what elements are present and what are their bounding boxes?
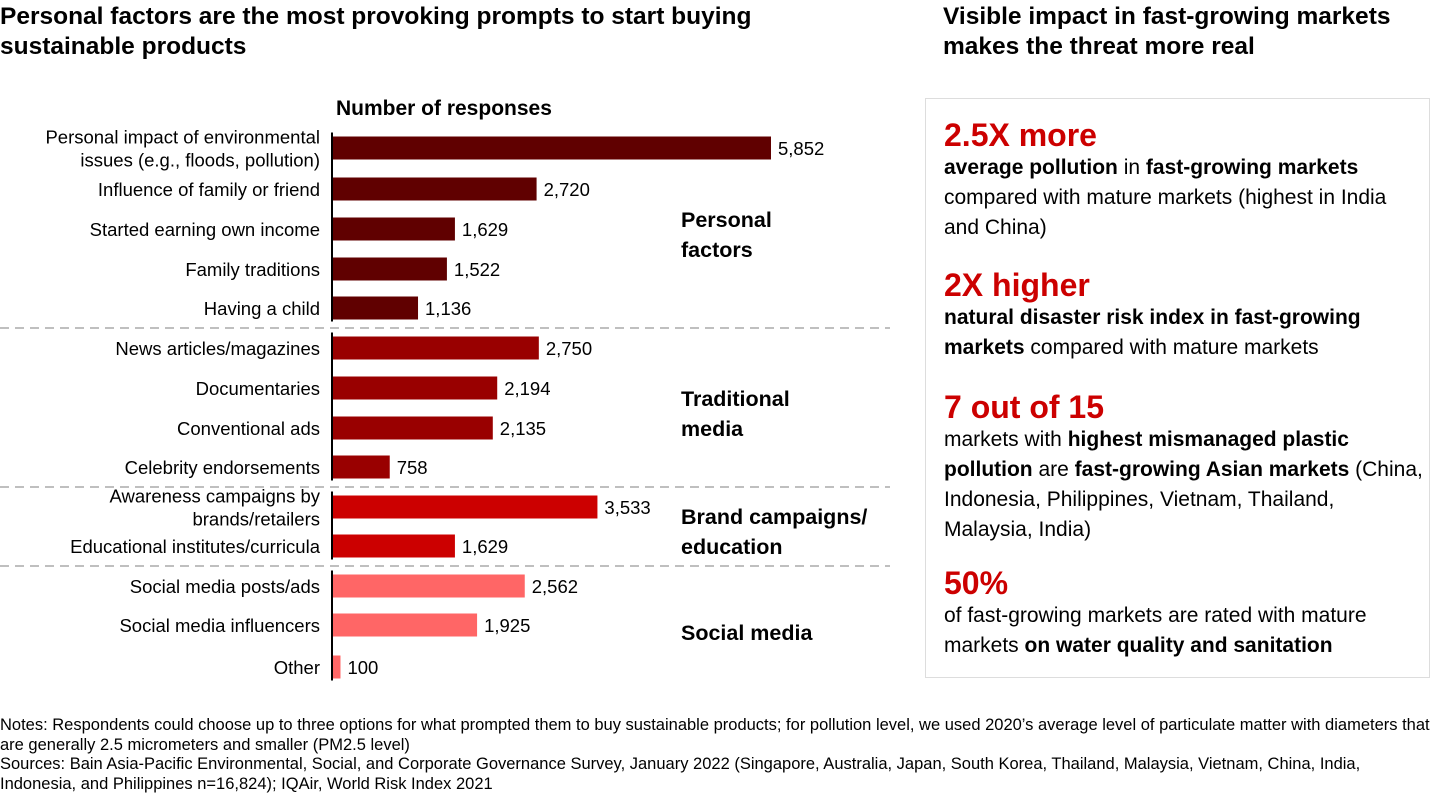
stat-description: markets with highest mismanaged plastic … [944,425,1424,545]
emphasis-text: highest mismanaged plastic pollution [944,428,1349,481]
stat-headline: 7 out of 15 [944,389,1105,425]
sources-text: Sources: Bain Asia-Pacific Environmental… [0,755,1361,793]
stats-panel: 2.5X more average pollution in fast-growi… [925,98,1430,678]
data-label: 2,562 [532,576,578,597]
category-label: Having a child [204,298,320,319]
data-label: 5,852 [778,138,824,159]
emphasis-text: natural disaster risk index in fast-grow… [944,306,1361,359]
category-label: Social media influencers [119,615,320,636]
bar [333,416,493,440]
group-label: factors [681,238,753,262]
bar [333,613,478,637]
bar [333,574,525,598]
bar [333,136,771,160]
group-label: education [681,535,783,559]
stat-headline: 50% [944,565,1009,601]
data-label: 1,522 [454,259,500,280]
stat-block: 7 out of 15 markets with highest mismanag… [944,389,1424,545]
text: in [1117,156,1146,179]
bar [333,296,419,320]
bar [333,534,455,558]
data-label: 1,136 [425,298,471,319]
stat-description: of fast-growing markets are rated with m… [944,601,1424,661]
data-label: 1,629 [462,536,508,557]
category-label: issues (e.g., floods, pollution) [80,150,320,171]
stat-block: 50% of fast-growing markets are rated wit… [944,565,1424,661]
category-label: Social media posts/ads [130,576,320,597]
category-label: Other [274,657,320,678]
left-title: Personal factors are the most provoking … [0,3,752,60]
data-label: 2,720 [544,179,590,200]
text: markets with [944,428,1068,451]
bar-chart: 5,852 Personal impact of environmentaliss… [0,127,890,681]
group-label: Brand campaigns/ [681,505,867,529]
group-label: Social media [681,621,813,645]
stat-block: 2.5X more average pollution in fast-growi… [944,117,1424,243]
bar [333,455,390,479]
text: of fast-growing markets are rated with m… [944,604,1367,657]
category-label: Documentaries [196,378,320,399]
bar [333,495,598,519]
category-label: Started earning own income [90,219,320,240]
category-label: brands/retailers [192,509,320,530]
notes-text: Notes: Respondents could choose up to th… [0,716,1430,754]
group-label: Personal [681,208,772,232]
category-label: Influence of family or friend [98,179,320,200]
data-label: 2,750 [546,338,592,359]
bar [333,655,341,679]
bar [333,257,447,281]
stat-description: natural disaster risk index in fast-grow… [944,303,1424,363]
axis-label: Number of responses [336,97,552,120]
emphasis-text: fast-growing markets [1145,156,1359,179]
data-label: 2,194 [504,378,550,399]
footnotes: Notes: Respondents could choose up to th… [0,716,1440,794]
category-label: Celebrity endorsements [125,457,320,478]
category-label: Personal impact of environmental [45,127,320,148]
text: are [1032,458,1075,481]
data-label: 2,135 [500,418,546,439]
right-title: Visible impact in fast-growing markets m… [943,3,1391,60]
data-label: 100 [347,657,378,678]
bar [333,217,455,241]
category-label: Educational institutes/curricula [70,536,321,557]
data-label: 1,629 [462,219,508,240]
stat-description: average pollution in fast-growing market… [944,153,1424,243]
data-label: 758 [397,457,428,478]
bar [333,376,498,400]
text: compared with mature markets (highest in… [944,186,1387,239]
group-label: Traditional [681,387,790,411]
category-label: Conventional ads [177,418,320,439]
stat-headline: 2.5X more [944,117,1097,153]
category-label: Family traditions [185,259,320,280]
emphasis-text: average pollution [944,156,1118,179]
category-label: News articles/magazines [115,338,320,359]
data-label: 3,533 [604,497,650,518]
group-label: media [681,417,744,441]
emphasis-text: fast-growing Asian markets [1074,458,1350,481]
emphasis-text: on water quality and sanitation [1024,634,1333,657]
category-label: Awareness campaigns by [110,486,321,507]
data-label: 1,925 [484,615,530,636]
text: compared with mature markets [1024,336,1319,359]
bar [333,177,537,201]
bar [333,336,539,360]
text: (China, Indonesia, Philippines, Vietnam,… [944,458,1423,541]
stat-block: 2X higher natural disaster risk index in … [944,267,1424,363]
stat-headline: 2X higher [944,267,1090,303]
